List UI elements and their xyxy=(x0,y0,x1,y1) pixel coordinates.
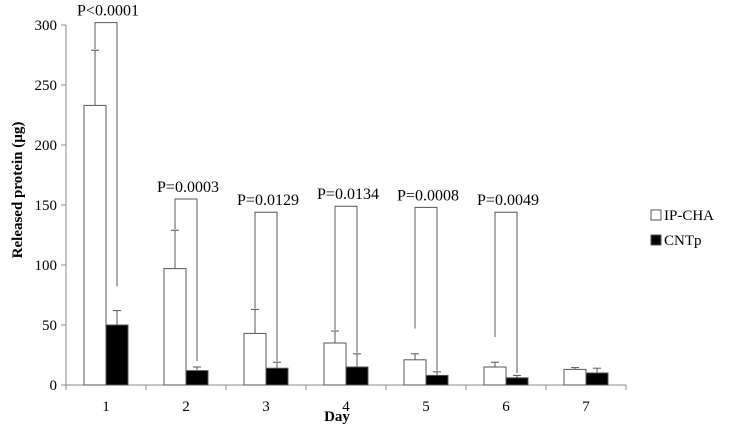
y-tick-label: 300 xyxy=(35,18,58,34)
legend: IP-CHA CNTp xyxy=(650,208,714,249)
x-tick-label: 1 xyxy=(102,399,110,415)
legend-label-ip-cha: IP-CHA xyxy=(664,208,714,224)
y-tick-label: 250 xyxy=(35,78,58,94)
bar-ip-cha-day-4 xyxy=(323,342,347,386)
p-value-label: P=0.0003 xyxy=(157,179,219,196)
y-tick-label: 200 xyxy=(35,138,58,154)
legend-label-cntp: CNTp xyxy=(664,233,702,249)
bar-ip-cha-day-1 xyxy=(83,104,107,386)
plot-area: 0 50 100 150 200 250 300 1 2 3 4 5 6 7 P<0.0001 P=0.000… xyxy=(35,3,627,415)
bar-cntp-day-3 xyxy=(265,367,289,386)
x-tick-label: 3 xyxy=(262,399,270,415)
p-value-label: P=0.0008 xyxy=(397,187,459,204)
bar-cntp-day-2 xyxy=(185,370,209,386)
legend-swatch-cntp xyxy=(650,234,662,246)
x-tick-label: 6 xyxy=(502,399,510,415)
p-value-label: P=0.0134 xyxy=(317,186,379,203)
bar-cntp-day-5 xyxy=(425,374,449,386)
significance-bracket xyxy=(494,211,518,373)
significance-bracket xyxy=(94,22,118,287)
significance-bracket xyxy=(334,205,358,353)
significance-bracket xyxy=(414,206,438,371)
bar-ip-cha-day-2 xyxy=(163,268,187,386)
p-value-label: P<0.0001 xyxy=(77,3,139,20)
bar-cntp-day-4 xyxy=(345,366,369,386)
bar-cntp-day-7 xyxy=(585,372,609,386)
x-axis-title: Day xyxy=(324,409,350,425)
x-tick-label: 2 xyxy=(182,399,190,415)
significance-bracket xyxy=(254,211,278,361)
bar-cntp-day-6 xyxy=(505,377,529,386)
p-value-label: P=0.0049 xyxy=(477,192,539,209)
bar-cntp-day-1 xyxy=(105,324,129,386)
y-axis-title: Released protein (µg) xyxy=(10,122,26,259)
bar-ip-cha-day-3 xyxy=(243,332,267,386)
bar-ip-cha-day-6 xyxy=(483,366,507,386)
significance-bracket xyxy=(174,198,198,361)
bar-ip-cha-day-5 xyxy=(403,359,427,386)
y-tick-label: 0 xyxy=(50,378,58,394)
y-tick-label: 50 xyxy=(42,318,57,334)
x-tick-label: 4 xyxy=(342,399,350,415)
legend-swatch-ip-cha xyxy=(650,209,662,221)
x-tick-label: 5 xyxy=(422,399,430,415)
x-tick-label: 7 xyxy=(582,399,590,415)
y-tick-label: 100 xyxy=(35,258,58,274)
bar-ip-cha-day-7 xyxy=(563,368,587,386)
p-value-label: P=0.0129 xyxy=(237,192,299,209)
y-tick-label: 150 xyxy=(35,198,58,214)
